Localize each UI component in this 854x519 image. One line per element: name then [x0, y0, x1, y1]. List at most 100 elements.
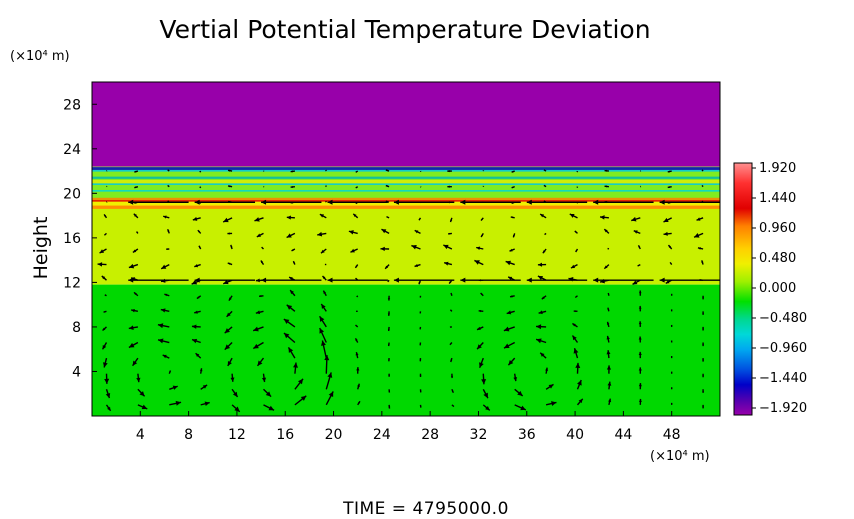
wind-arrow: [157, 323, 170, 329]
wind-arrow: [157, 338, 170, 344]
field-band-2: [92, 176, 720, 179]
wind-arrow: [606, 321, 610, 328]
wind-arrow: [325, 185, 327, 187]
wind-arrow: [514, 388, 524, 397]
wind-arrow: [599, 215, 609, 220]
wind-arrow: [449, 217, 453, 223]
wind-arrow: [226, 310, 233, 318]
wind-arrow: [638, 336, 642, 343]
wind-arrow: [319, 213, 327, 219]
wind-arrow: [545, 383, 554, 390]
wind-arrow: [535, 338, 547, 344]
wind-arrow: [669, 261, 673, 265]
wind-arrow: [480, 292, 484, 297]
wind-arrow: [510, 216, 515, 219]
wind-arrow: [603, 264, 610, 270]
wind-arrow: [325, 391, 334, 406]
wind-arrow: [227, 357, 233, 367]
wind-arrow: [128, 263, 139, 269]
wind-arrow: [294, 378, 304, 390]
wind-arrow: [134, 170, 139, 173]
wind-arrow: [460, 199, 521, 205]
wind-arrow: [506, 310, 515, 315]
wind-arrow: [574, 295, 578, 299]
wind-arrow: [663, 231, 672, 236]
wind-arrow: [476, 326, 484, 331]
y-tick-label: 24: [63, 142, 81, 158]
x-tick-label: 16: [276, 427, 294, 443]
colorbar-label: −1.440: [759, 371, 807, 386]
colorbar-labels: 1.920 1.440 0.960 0.480 0.000 −0.480 −0.960 −1.…: [752, 161, 807, 416]
wind-arrow: [198, 245, 202, 250]
wind-arrow: [393, 199, 455, 205]
wind-arrow: [604, 169, 609, 172]
wind-arrow: [199, 368, 203, 374]
wind-arrow: [294, 395, 307, 406]
wind-arrow: [169, 400, 182, 406]
wind-arrow: [575, 248, 579, 253]
wind-arrow: [261, 277, 322, 283]
colorbar-label: 0.480: [759, 251, 796, 266]
wind-arrow: [200, 384, 208, 390]
wind-arrow: [509, 295, 515, 298]
wind-arrow: [573, 310, 578, 313]
field-band-0: [92, 167, 720, 170]
wind-arrow: [228, 295, 233, 302]
wind-arrow: [418, 217, 422, 221]
wind-arrow: [352, 213, 359, 219]
wind-arrow: [474, 259, 484, 266]
wind-arrow: [638, 383, 642, 390]
wind-arrow: [380, 246, 390, 252]
wind-arrow: [511, 185, 515, 189]
wind-arrow: [387, 295, 391, 301]
y-tick-label: 12: [63, 275, 81, 291]
x-tick-label: 44: [614, 427, 632, 443]
wind-arrow: [227, 262, 233, 266]
x-axis: 4 8 12 16 20 24 28 32 36 40 44 48: [136, 411, 681, 443]
wind-arrow: [102, 357, 108, 368]
wind-arrow: [256, 232, 264, 238]
wind-arrow: [387, 279, 390, 283]
wind-arrow: [254, 217, 264, 222]
wind-arrow: [102, 326, 107, 332]
wind-arrow: [697, 247, 704, 250]
wind-arrow: [325, 200, 327, 203]
wind-arrow: [162, 354, 170, 359]
field-band-4: [92, 189, 720, 192]
wind-arrow: [386, 215, 390, 219]
wind-arrow: [447, 185, 452, 188]
wind-arrow: [659, 199, 720, 205]
field-layer-0: [92, 82, 720, 167]
x-tick-label: 48: [663, 427, 681, 443]
wind-arrow: [575, 362, 581, 374]
wind-arrow: [659, 277, 720, 283]
wind-arrow: [545, 367, 549, 374]
field-layer-2: [92, 200, 720, 209]
wind-arrow: [134, 185, 139, 189]
field-band-yellow: [92, 179, 720, 184]
wind-arrow: [593, 199, 654, 205]
field-layer-3: [92, 208, 720, 285]
x-tick-label: 28: [421, 427, 439, 443]
wind-arrow: [194, 263, 201, 268]
wind-arrow: [261, 199, 322, 205]
wind-arrow: [263, 404, 275, 411]
heatmap-field: [92, 82, 720, 416]
wind-arrow: [258, 294, 264, 298]
wind-arrow: [227, 185, 233, 188]
wind-arrow: [319, 315, 327, 328]
wind-arrow: [167, 184, 170, 188]
wind-arrow: [450, 373, 454, 379]
wind-arrow: [414, 263, 421, 268]
time-label: TIME = 4795000.0: [342, 499, 509, 519]
wind-arrow: [667, 185, 672, 189]
wind-arrow: [385, 169, 390, 172]
wind-arrow: [104, 373, 110, 384]
wind-arrow: [481, 373, 487, 385]
x-axis-unit: (×10⁴ m): [650, 449, 710, 464]
wind-arrow: [663, 217, 673, 223]
wind-arrow: [419, 373, 422, 378]
wind-arrow: [231, 388, 239, 398]
wind-arrow: [160, 308, 170, 313]
wind-arrow: [514, 404, 527, 411]
